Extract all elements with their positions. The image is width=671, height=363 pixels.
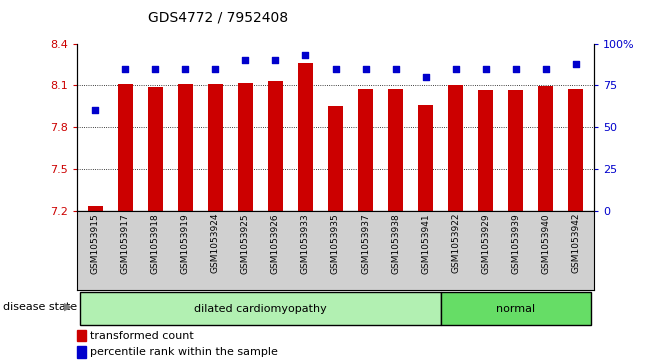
Text: disease state: disease state [3, 302, 77, 312]
Bar [88, 206, 103, 363]
Text: percentile rank within the sample: percentile rank within the sample [90, 347, 278, 357]
Point [180, 66, 191, 72]
Point [210, 66, 221, 72]
Text: GSM1053929: GSM1053929 [481, 213, 491, 274]
Text: GSM1053939: GSM1053939 [511, 213, 520, 274]
Bar [117, 84, 133, 363]
Text: GSM1053917: GSM1053917 [121, 213, 130, 274]
Point [391, 66, 401, 72]
Point [90, 107, 101, 113]
Text: GSM1053933: GSM1053933 [301, 213, 310, 274]
Bar [358, 89, 373, 363]
Point [270, 57, 280, 63]
Bar [568, 89, 583, 363]
Bar [77, 330, 87, 341]
Text: GSM1053918: GSM1053918 [151, 213, 160, 274]
Text: transformed count: transformed count [90, 331, 194, 341]
Point [570, 61, 581, 66]
Point [240, 57, 251, 63]
Bar [328, 106, 343, 363]
Bar [80, 292, 441, 325]
Bar [441, 292, 591, 325]
Point [120, 66, 131, 72]
Bar [208, 84, 223, 363]
Point [511, 66, 521, 72]
Point [330, 66, 341, 72]
Text: GSM1053938: GSM1053938 [391, 213, 400, 274]
Text: GSM1053922: GSM1053922 [451, 213, 460, 273]
Text: GSM1053940: GSM1053940 [541, 213, 550, 274]
Point [300, 52, 311, 58]
Bar [388, 89, 403, 363]
Text: GSM1053942: GSM1053942 [571, 213, 580, 273]
Bar [508, 90, 523, 363]
Point [540, 66, 551, 72]
Text: normal: normal [496, 303, 535, 314]
Bar [538, 86, 554, 363]
Bar [148, 87, 163, 363]
Text: dilated cardiomyopathy: dilated cardiomyopathy [194, 303, 327, 314]
Point [480, 66, 491, 72]
Point [360, 66, 371, 72]
Bar [77, 346, 87, 358]
Text: ▶: ▶ [64, 302, 72, 312]
Point [150, 66, 160, 72]
Text: GSM1053925: GSM1053925 [241, 213, 250, 274]
Text: GSM1053941: GSM1053941 [421, 213, 430, 274]
Bar [268, 81, 283, 363]
Point [420, 74, 431, 80]
Text: GSM1053937: GSM1053937 [361, 213, 370, 274]
Text: GSM1053919: GSM1053919 [180, 213, 190, 274]
Bar [448, 85, 463, 363]
Point [450, 66, 461, 72]
Bar [478, 90, 493, 363]
Bar [238, 82, 253, 363]
Text: GDS4772 / 7952408: GDS4772 / 7952408 [148, 11, 288, 25]
Text: GSM1053935: GSM1053935 [331, 213, 340, 274]
Bar [418, 105, 433, 363]
Text: GSM1053926: GSM1053926 [271, 213, 280, 274]
Text: GSM1053915: GSM1053915 [91, 213, 100, 274]
Bar [298, 63, 313, 363]
Text: GSM1053924: GSM1053924 [211, 213, 220, 273]
Bar [178, 84, 193, 363]
